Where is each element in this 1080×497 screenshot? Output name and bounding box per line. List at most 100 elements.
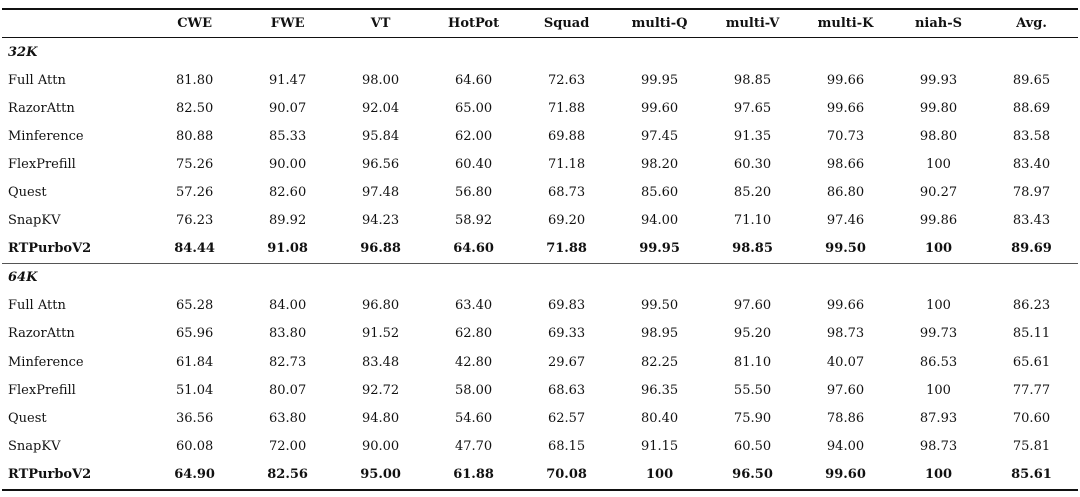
score-cell: 60.40 — [454, 156, 493, 172]
score-cell: 97.45 — [640, 128, 679, 144]
score-cell: 91.35 — [733, 128, 772, 144]
score-cell: 63.40 — [454, 298, 493, 314]
score-cell: 76.23 — [176, 213, 214, 229]
score-cell: 95.00 — [334, 460, 428, 491]
score-cell: 89.92 — [269, 213, 307, 229]
table-row: RTPurboV2 84.44 91.08 96.88 64.60 71.88 99.95 9… — [2, 235, 1078, 264]
score-cell: 72.00 — [269, 438, 307, 454]
section-header-row: 64K — [2, 262, 1078, 292]
table-row: FlexPrefill 51.04 80.07 92.72 58.00 68.63 96.3… — [2, 376, 1078, 404]
score-cell: 97.46 — [826, 213, 865, 229]
score-cell: 58.92 — [454, 213, 493, 229]
score-cell: 100 — [892, 460, 985, 491]
score-cell: 100 — [926, 382, 951, 398]
score-cell: 42.80 — [454, 354, 493, 370]
score-cell: 99.66 — [826, 298, 865, 314]
score-cell: 84.44 — [174, 241, 215, 257]
score-cell: 98.66 — [826, 156, 865, 172]
column-header-multi-v: multi-V — [725, 16, 780, 31]
score-cell: 99.95 — [639, 241, 680, 257]
score-cell: 94.23 — [361, 213, 400, 229]
score-cell: 98.73 — [919, 438, 958, 454]
score-cell: 99.66 — [826, 72, 865, 88]
score-cell: 75.81 — [1012, 438, 1051, 454]
score-cell: 68.15 — [547, 438, 586, 454]
score-cell: 88.69 — [1012, 100, 1051, 116]
score-cell: 86.53 — [919, 354, 958, 370]
column-header-hotpot: HotPot — [448, 16, 500, 31]
score-cell: 84.00 — [269, 298, 307, 314]
score-cell: 91.47 — [269, 72, 307, 88]
score-cell: 80.88 — [176, 128, 214, 144]
score-cell: 82.60 — [269, 185, 307, 201]
column-header-vt: VT — [370, 16, 391, 31]
score-cell: 64.60 — [454, 72, 493, 88]
score-cell: 61.88 — [427, 460, 521, 491]
score-cell: 94.00 — [640, 213, 679, 229]
score-cell: 99.73 — [919, 326, 958, 342]
method-name-cell: Quest — [8, 410, 47, 426]
score-cell: 98.00 — [361, 72, 400, 88]
score-cell: 97.65 — [733, 100, 772, 116]
score-cell: 71.18 — [547, 156, 586, 172]
score-cell: 85.11 — [1012, 326, 1051, 342]
score-cell: 62.57 — [547, 410, 586, 426]
score-cell: 97.48 — [361, 185, 400, 201]
score-cell: 87.93 — [919, 410, 958, 426]
score-cell: 97.60 — [826, 382, 865, 398]
results-table: CWE FWE VT HotPot Squad multi-Q multi-V … — [2, 8, 1078, 491]
score-cell: 78.97 — [1012, 185, 1051, 201]
score-cell: 71.10 — [733, 213, 772, 229]
score-cell: 69.20 — [547, 213, 586, 229]
score-cell: 58.00 — [454, 382, 493, 398]
score-cell: 99.60 — [799, 460, 893, 491]
score-cell: 83.58 — [1012, 128, 1051, 144]
score-cell: 82.56 — [241, 460, 335, 491]
score-cell: 85.61 — [985, 460, 1078, 491]
score-cell: 95.20 — [733, 326, 772, 342]
score-cell: 100 — [926, 156, 951, 172]
score-cell: 85.20 — [733, 185, 772, 201]
score-cell: 91.08 — [267, 241, 308, 257]
table-row: RTPurboV2 64.90 82.56 95.00 61.88 70.08 100 96.… — [2, 460, 1078, 491]
score-cell: 83.40 — [1012, 156, 1051, 172]
table-row: Full Attn 65.28 84.00 96.80 63.40 69.83 99.50 9… — [2, 292, 1078, 320]
method-name-cell: SnapKV — [8, 438, 61, 454]
score-cell: 55.50 — [733, 382, 772, 398]
score-cell: 96.35 — [640, 382, 679, 398]
column-header-fwe: FWE — [270, 16, 305, 31]
score-cell: 90.07 — [269, 100, 307, 116]
score-cell: 62.80 — [454, 326, 493, 342]
score-cell: 63.80 — [269, 410, 307, 426]
score-cell: 78.86 — [826, 410, 865, 426]
score-cell: 98.95 — [640, 326, 679, 342]
table-row: Minference 80.88 85.33 95.84 62.00 69.88 97.45… — [2, 122, 1078, 150]
score-cell: 64.90 — [148, 460, 242, 491]
score-cell: 60.30 — [733, 156, 772, 172]
method-name-cell: SnapKV — [8, 213, 61, 229]
score-cell: 69.33 — [547, 326, 586, 342]
table-row: Minference 61.84 82.73 83.48 42.80 29.67 82.25… — [2, 348, 1078, 376]
score-cell: 75.90 — [733, 410, 772, 426]
table-body: 32K Full Attn 81.80 91.47 98.00 64.60 72.63 99.… — [2, 38, 1078, 491]
table-row: SnapKV 60.08 72.00 90.00 47.70 68.15 91.15 60.5… — [2, 432, 1078, 460]
score-cell: 99.95 — [640, 72, 679, 88]
score-cell: 65.96 — [176, 326, 214, 342]
column-header-squad: Squad — [543, 16, 590, 31]
score-cell: 60.08 — [176, 438, 214, 454]
score-cell: 81.80 — [176, 72, 214, 88]
score-cell: 90.00 — [361, 438, 400, 454]
score-cell: 68.63 — [547, 382, 586, 398]
method-name-cell: Minference — [8, 354, 84, 370]
score-cell: 56.80 — [454, 185, 493, 201]
score-cell: 47.70 — [454, 438, 493, 454]
score-cell: 91.52 — [361, 326, 400, 342]
score-cell: 97.60 — [733, 298, 772, 314]
score-cell: 68.73 — [547, 185, 586, 201]
score-cell: 82.73 — [269, 354, 307, 370]
column-header-multi-k: multi-K — [817, 16, 874, 31]
score-cell: 82.50 — [176, 100, 214, 116]
score-cell: 81.10 — [733, 354, 772, 370]
score-cell: 57.26 — [176, 185, 214, 201]
